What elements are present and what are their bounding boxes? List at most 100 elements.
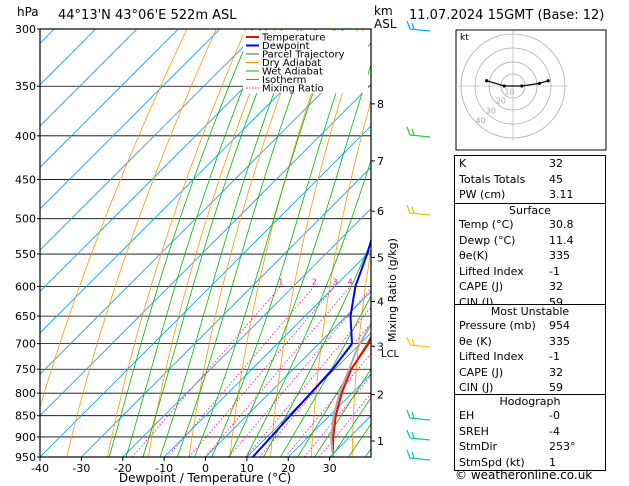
wind-barb-shaft (409, 134, 431, 138)
index-row: PW (cm) 3.11 (455, 187, 605, 203)
wind-barb-flag (406, 409, 411, 419)
index-row: Totals Totals 45 (455, 172, 605, 188)
hodograph-value: 1 (549, 455, 556, 469)
pressure-tick-label: 850 (15, 410, 36, 423)
km-tick-label: 4 (377, 296, 384, 309)
most-unstable-row: CIN (J) 59 (455, 380, 605, 396)
surface-row: Dewp (°C) 11.4 (455, 233, 605, 249)
hodograph-value: 253° (549, 440, 576, 453)
hodograph-label: EH (459, 409, 475, 422)
surface-label: CAPE (J) (459, 280, 504, 293)
most-unstable-label: CAPE (J) (459, 365, 504, 379)
dry-adiabat-line (270, 29, 364, 457)
asl-unit-label: ASL (374, 17, 397, 31)
mixing-ratio-line (303, 374, 371, 457)
km-tick-label: 1 (377, 435, 384, 448)
legend-label: Mixing Ratio (262, 84, 324, 95)
wind-barb-shaft (409, 344, 431, 348)
most-unstable-label: CIN (J) (459, 381, 494, 394)
mixing-ratio-line (245, 307, 371, 457)
hodograph-panel: Hodograph EH -0 SREH -4 StmDir 253° StmSpd (kt… (454, 394, 606, 471)
lcl-label: LCL (381, 349, 400, 360)
wind-barb (406, 20, 431, 32)
wind-barb-flag (411, 22, 415, 30)
wet-adiabat-line (125, 29, 268, 457)
surface-value: 11.4 (549, 233, 574, 247)
hodograph-value: -4 (549, 424, 560, 438)
km-tick-label: 6 (377, 205, 384, 218)
dry-adiabat-line (614, 29, 629, 457)
x-axis-label: Dewpoint / Temperature (°C) (119, 471, 291, 485)
most-unstable-row: Lifted Index -1 (455, 349, 605, 365)
legend-box (243, 31, 368, 93)
wet-adiabat-line (228, 63, 371, 457)
pressure-tick-label: 600 (15, 280, 36, 293)
wet-adiabat-line (331, 396, 371, 457)
isotherm-line (81, 166, 371, 457)
hodograph-ring-label: 20 (496, 96, 506, 105)
wind-barb-flag (411, 451, 415, 459)
indices-panel: K 32 Totals Totals 45 PW (cm) 3.11 (454, 155, 606, 204)
wind-barb-flag (406, 429, 411, 439)
km-tick-label: 7 (377, 155, 384, 168)
location-label: 44°13'N 43°06'E 522m ASL (58, 8, 237, 23)
hodograph-row: StmDir 253° (455, 439, 605, 455)
most-unstable-row: CAPE (J) 32 (455, 365, 605, 381)
surface-value: 335 (549, 249, 570, 262)
mixing-ratio-line (166, 286, 315, 457)
hodograph-label: StmDir (459, 440, 498, 453)
most-unstable-label: θe (K) (459, 334, 492, 348)
most-unstable-panel: Most Unstable Pressure (mb) 954 θe (K) 335 L… (454, 304, 606, 397)
index-value: 32 (549, 157, 563, 170)
hodograph-label: StmSpd (kt) (459, 455, 525, 469)
surface-label: Dewp (°C) (459, 233, 516, 247)
dry-adiabat-line (66, 29, 217, 457)
legend-label: Parcel Trajectory (262, 50, 345, 61)
legend-label: Wet Adiabat (262, 67, 323, 78)
pressure-tick-label: 650 (15, 310, 36, 323)
pressure-tick-label: 400 (15, 130, 36, 143)
wind-barb (406, 204, 431, 216)
wet-adiabat-line (159, 29, 299, 457)
hodograph-box (455, 29, 607, 151)
dry-adiabat-line (393, 29, 451, 457)
isotherm-line (40, 84, 371, 417)
isotherm-line (40, 29, 221, 210)
wind-barb (406, 126, 431, 138)
isotherm-line (40, 42, 371, 375)
mixing-ratio-line (188, 286, 336, 457)
pressure-tick-label: 450 (15, 174, 36, 187)
hodograph-ring-label: 30 (486, 106, 496, 115)
most-unstable-value: 59 (549, 381, 563, 394)
wind-barb-shaft (409, 437, 431, 441)
dry-adiabat-line (40, 29, 188, 409)
wind-barb-flag (406, 126, 411, 136)
km-tick-label: 5 (377, 251, 384, 264)
isotherm-line (163, 249, 371, 457)
temperature-tick-label: -20 (114, 462, 132, 475)
legend-label: Dewpoint (262, 41, 310, 52)
temperature-tick-label: 20 (281, 462, 295, 475)
mixing-ratio-label: 1 (278, 277, 283, 286)
km-tick-label: 3 (377, 340, 384, 353)
temperature-tick-label: 0 (202, 462, 209, 475)
dewpoint-profile (251, 237, 371, 457)
temperature-profile (331, 334, 371, 457)
surface-value: 30.8 (549, 218, 574, 231)
dry-adiabat-line (107, 29, 246, 457)
mixing-ratio-axis-label: Mixing Ratio (g/kg) (386, 238, 399, 342)
wet-adiabat-line (297, 335, 371, 457)
hodograph-label: SREH (459, 424, 489, 438)
wind-barb-flag (411, 338, 415, 346)
isotherm-line (40, 125, 371, 457)
hodograph-value: -0 (549, 409, 560, 422)
mixing-ratio-label: 4 (348, 277, 353, 286)
most-unstable-value: 32 (549, 365, 563, 379)
index-value: 45 (549, 172, 563, 186)
temperature-tick-label: 10 (240, 462, 254, 475)
most-unstable-value: -1 (549, 350, 560, 363)
temperature-tick-label: -30 (72, 462, 90, 475)
dry-adiabat-line (188, 29, 305, 457)
dry-adiabat-line (351, 247, 371, 457)
